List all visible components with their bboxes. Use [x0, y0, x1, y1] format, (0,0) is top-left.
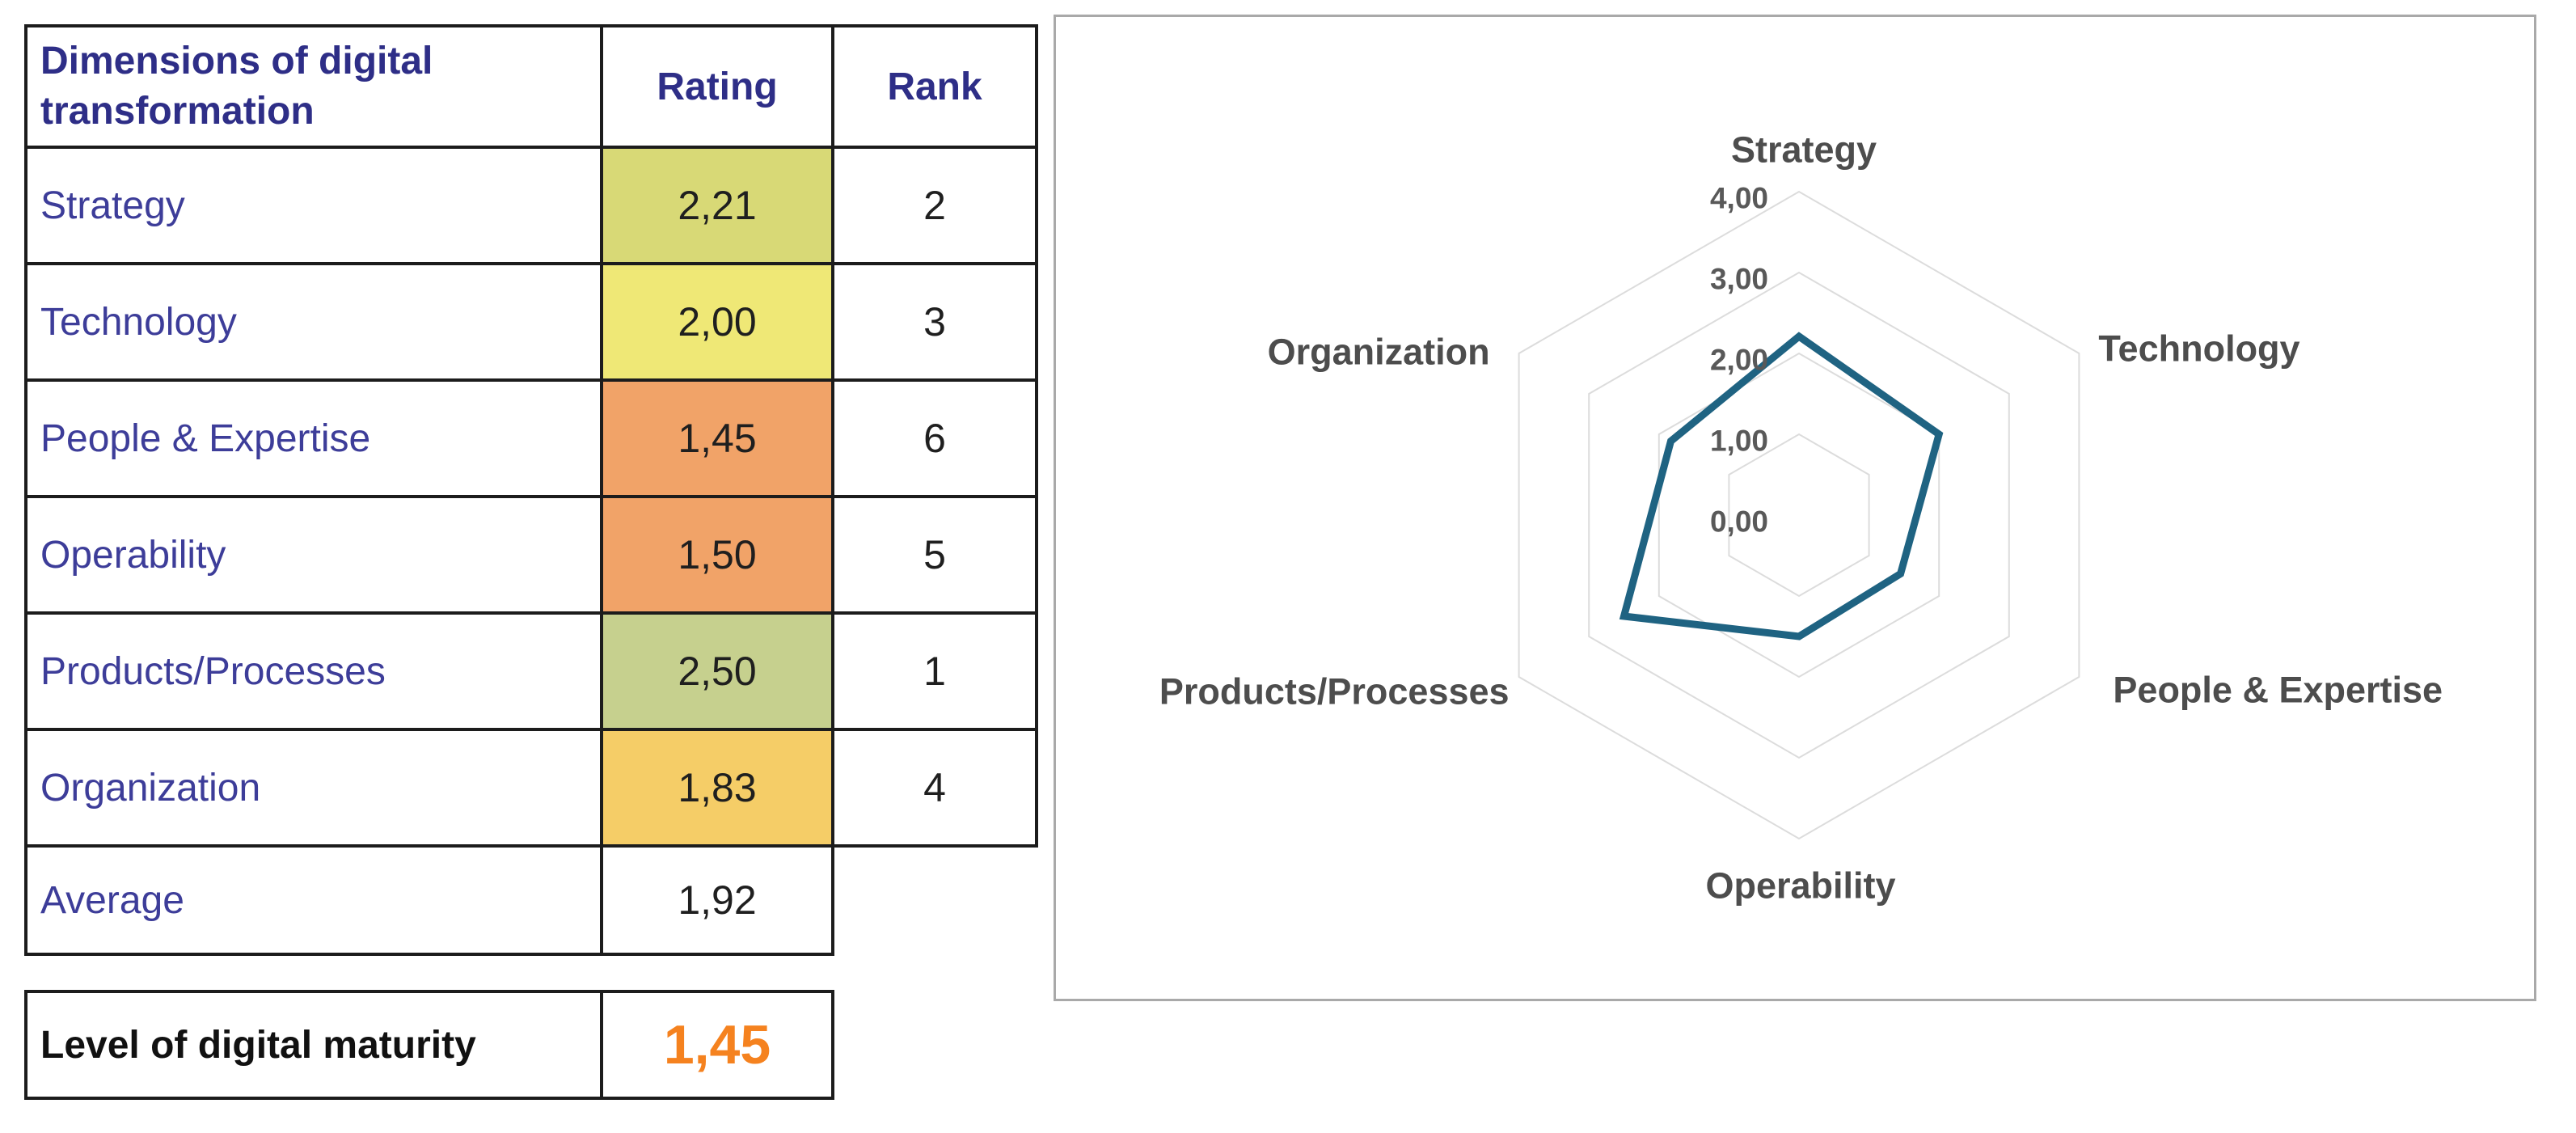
radar-tick-label: 4,00	[1710, 182, 1768, 215]
radar-tick-label: 0,00	[1710, 505, 1768, 539]
table-header-dimension: Dimensions of digital transformation	[24, 24, 603, 149]
radar-axis-label: Operability	[1705, 865, 1895, 907]
radar-chart-panel: 0,00 1,00 2,00 3,00 4,00 Strategy Technology P…	[1054, 15, 2536, 1001]
radar-axis-label: Strategy	[1731, 129, 1877, 171]
radar-series-line	[1619, 332, 1944, 640]
radar-grid-ring	[1728, 433, 1870, 598]
ratings-table-block: Dimensions of digital transformation Rat…	[24, 24, 1038, 1100]
maturity-value: 1,45	[600, 990, 834, 1100]
rating-cell: 1,45	[600, 378, 834, 498]
rating-cell: 2,00	[600, 262, 834, 382]
table-row: People & Expertise 1,45 6	[24, 378, 1038, 498]
average-rating-cell: 1,92	[600, 844, 834, 956]
table-row: Organization 1,83 4	[24, 728, 1038, 848]
radar-tick-labels: 0,00 1,00 2,00 3,00 4,00	[1710, 182, 1768, 539]
rank-cell: 2	[831, 146, 1038, 265]
maturity-box: Level of digital maturity 1,45	[24, 990, 834, 1100]
radar-grid-rings	[1518, 190, 2080, 840]
dimension-label: Products/Processes	[24, 611, 603, 731]
dimension-label: People & Expertise	[24, 378, 603, 498]
table-row-average: Average 1,92	[24, 844, 834, 956]
table-header-rank: Rank	[831, 24, 1038, 149]
dimension-label: Technology	[24, 262, 603, 382]
rating-cell: 1,83	[600, 728, 834, 848]
radar-tick-label: 1,00	[1710, 425, 1768, 458]
rating-cell: 2,21	[600, 146, 834, 265]
rank-cell: 1	[831, 611, 1038, 731]
rank-cell: 5	[831, 495, 1038, 615]
rank-cell: 3	[831, 262, 1038, 382]
radar-axis-labels: Strategy Technology People & Expertise Oper…	[1159, 129, 2443, 907]
radar-tick-label: 3,00	[1710, 263, 1768, 296]
table-header-row: Dimensions of digital transformation Rat…	[24, 24, 1038, 149]
radar-grid-ring	[1588, 271, 2010, 759]
rating-cell: 1,50	[600, 495, 834, 615]
radar-grid-ring	[1518, 190, 2080, 840]
table-row: Products/Processes 2,50 1	[24, 611, 1038, 731]
table-header-rating: Rating	[600, 24, 834, 149]
radar-axis-label: People & Expertise	[2113, 670, 2443, 711]
radar-tick-label: 2,00	[1710, 344, 1768, 377]
radar-chart: 0,00 1,00 2,00 3,00 4,00 Strategy Technology P…	[1159, 129, 2443, 907]
radar-axis-label: Technology	[2098, 328, 2299, 370]
radar-data-polygon	[1619, 332, 1944, 640]
average-label: Average	[24, 844, 603, 956]
table-row: Strategy 2,21 2	[24, 146, 1038, 265]
rating-cell: 2,50	[600, 611, 834, 731]
rank-cell: 6	[831, 378, 1038, 498]
dimension-label: Operability	[24, 495, 603, 615]
ratings-table: Dimensions of digital transformation Rat…	[24, 24, 1038, 848]
radar-axis-label: Products/Processes	[1159, 671, 1510, 712]
dimension-label: Organization	[24, 728, 603, 848]
table-row: Operability 1,50 5	[24, 495, 1038, 615]
average-row: Average 1,92	[24, 844, 834, 956]
maturity-label: Level of digital maturity	[24, 990, 603, 1100]
radar-axis-label: Organization	[1268, 332, 1490, 373]
maturity-row: Level of digital maturity 1,45	[24, 990, 834, 1100]
rank-cell: 4	[831, 728, 1038, 848]
dimension-label: Strategy	[24, 146, 603, 265]
table-row: Technology 2,00 3	[24, 262, 1038, 382]
